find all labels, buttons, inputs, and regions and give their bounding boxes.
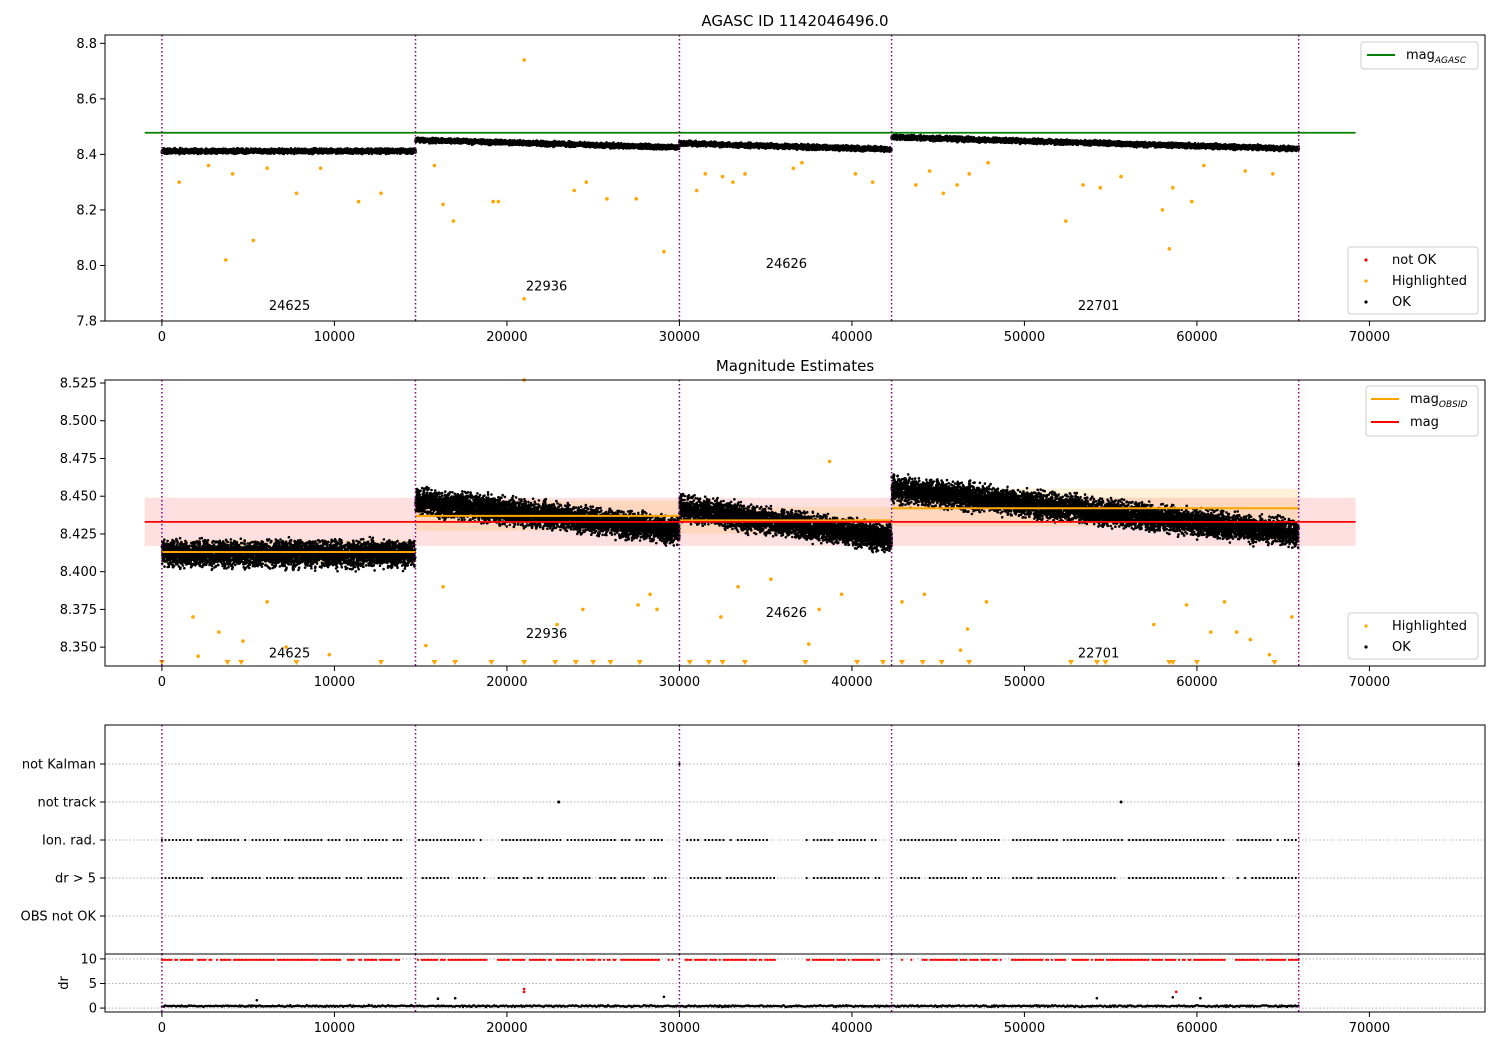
panel1-ok-point [408, 148, 411, 151]
panel1-ok-point [351, 151, 354, 154]
panel1-ok-point [215, 149, 218, 152]
panel1-ok-point [410, 148, 413, 151]
panel1-ok-point [349, 148, 352, 151]
panel1-ok-point [285, 151, 288, 154]
panel1-ok-point [293, 153, 296, 156]
panel1-ok-point [225, 152, 228, 155]
panel1-ok-point [190, 149, 193, 152]
panel1-ok-point [334, 150, 337, 153]
panel1-ok-point [402, 149, 405, 152]
panel1-ok-point [375, 149, 378, 152]
panel1-ok-point [339, 151, 342, 154]
panel1-ok-point [218, 149, 221, 152]
panel1-ok-point [204, 148, 207, 151]
panel1-ok-point [302, 149, 305, 152]
panel1-ok-point [275, 149, 278, 152]
panel1-ok-point [186, 150, 189, 153]
panel1-ok-point [200, 151, 203, 154]
panel1-title: AGASC ID 1142046496.0 [701, 12, 888, 30]
panel1-ok-point [184, 151, 187, 154]
panel1-ok-point [214, 151, 217, 154]
panel1-ok-point [304, 149, 307, 152]
panel1-ok-point [264, 151, 267, 154]
panel1-ok-point [398, 151, 401, 154]
panel1-ok-point [387, 149, 390, 152]
panel1-ok-point [169, 148, 172, 151]
panel1-ok-point [383, 150, 386, 153]
panel1-ok-point [319, 148, 322, 151]
panel1-ok-point [220, 151, 223, 154]
panel1-ok-point [316, 150, 319, 153]
panel1-ok-point [296, 149, 299, 152]
panel1-ok-point [272, 148, 275, 151]
panel1-ok-point [261, 150, 264, 153]
panel1-ok-point [195, 151, 198, 154]
panel1-ok-point [410, 150, 413, 153]
panel1-ok-point [379, 150, 382, 153]
panel1-ok-point [353, 148, 356, 151]
panel1-ok-point [308, 150, 311, 153]
panel1-ok-point [326, 150, 329, 153]
panel1-ok-point [367, 150, 370, 153]
panel1-ok-point [199, 148, 202, 151]
panel1-ok-point [296, 152, 299, 155]
panel1-ok-point [233, 147, 236, 150]
panel1-ok-point [298, 151, 301, 154]
panel1-ok-point [330, 150, 333, 153]
panel1-ok-point [343, 151, 346, 154]
panel1-ok-point [378, 148, 381, 151]
panel1-ok-point [280, 151, 283, 154]
panel1-ok-point [227, 149, 230, 152]
panel1-ok-point [363, 151, 366, 154]
panel1-ok-point [322, 152, 325, 155]
panel1-ok-point [361, 148, 364, 151]
panel1-ok-point [340, 148, 343, 151]
panel1-ok-point [239, 150, 242, 153]
panel1-ok-point [174, 152, 177, 155]
panel1-ok-point [279, 148, 282, 151]
panel1-ok-point [288, 149, 291, 152]
panel1-ok-point [178, 149, 181, 152]
panel1-ok-point [224, 149, 227, 152]
panel1-ok-point [336, 151, 339, 154]
panel1-ok-point [195, 148, 198, 151]
panel1-ok-point [192, 151, 195, 154]
panel1-ok-point [243, 150, 246, 153]
panel1-ok-point [232, 150, 235, 153]
panel1-ok-point [284, 148, 287, 151]
panel1-ok-point [254, 149, 257, 152]
panel1-ok-point [166, 151, 169, 154]
panel1-ok-point [182, 148, 185, 151]
panel1-ok-point [258, 151, 261, 154]
panel1-ok-point [247, 150, 250, 153]
panel1-ok-point [267, 151, 270, 154]
panel1-ok-point [208, 151, 211, 154]
panel1-ok-point [181, 152, 184, 155]
panel1-ok-point [360, 152, 363, 155]
panel1-ok-point [372, 151, 375, 154]
panel1-ok-point [393, 150, 396, 153]
panel1-ok-point [269, 149, 272, 152]
panel1-ok-point [345, 149, 348, 152]
panel1-ok-point [311, 151, 314, 154]
panel1-ok-point [175, 148, 178, 151]
